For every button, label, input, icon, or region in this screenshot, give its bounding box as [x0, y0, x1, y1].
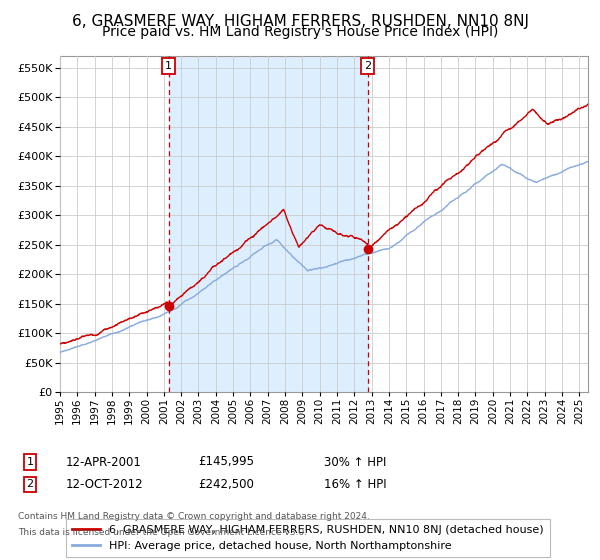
- Text: Contains HM Land Registry data © Crown copyright and database right 2024.: Contains HM Land Registry data © Crown c…: [18, 512, 370, 521]
- Text: 30% ↑ HPI: 30% ↑ HPI: [324, 455, 386, 469]
- Bar: [169, 56, 368, 392]
- Text: 16% ↑ HPI: 16% ↑ HPI: [324, 478, 386, 491]
- Text: 12-OCT-2012: 12-OCT-2012: [66, 478, 143, 491]
- Text: 2: 2: [364, 61, 371, 71]
- Text: Price paid vs. HM Land Registry's House Price Index (HPI): Price paid vs. HM Land Registry's House …: [102, 25, 498, 39]
- Text: 12-APR-2001: 12-APR-2001: [66, 455, 142, 469]
- Text: 6, GRASMERE WAY, HIGHAM FERRERS, RUSHDEN, NN10 8NJ: 6, GRASMERE WAY, HIGHAM FERRERS, RUSHDEN…: [71, 14, 529, 29]
- Text: 1: 1: [165, 61, 172, 71]
- Legend: 6, GRASMERE WAY, HIGHAM FERRERS, RUSHDEN, NN10 8NJ (detached house), HPI: Averag: 6, GRASMERE WAY, HIGHAM FERRERS, RUSHDEN…: [65, 519, 550, 557]
- Text: This data is licensed under the Open Government Licence v3.0.: This data is licensed under the Open Gov…: [18, 528, 307, 536]
- Text: £242,500: £242,500: [198, 478, 254, 491]
- Text: 1: 1: [26, 457, 34, 467]
- Text: £145,995: £145,995: [198, 455, 254, 469]
- Text: 2: 2: [26, 479, 34, 489]
